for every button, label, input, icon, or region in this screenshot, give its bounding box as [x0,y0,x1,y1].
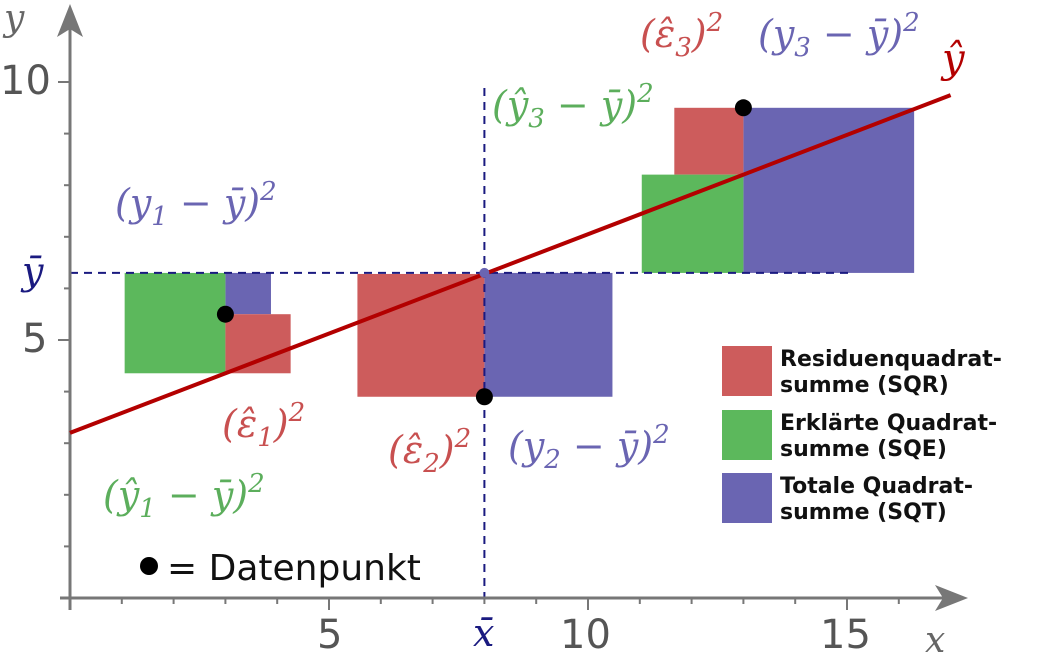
legend-label-3-line2: summe (SQT) [780,500,947,525]
formula-exp1: (ŷ1 − ȳ)2 [103,469,265,524]
total-square-3 [743,107,915,273]
total-square-2 [484,272,613,397]
x-tick-label-10: 10 [560,612,611,658]
x-tick-label-15: 15 [820,612,871,658]
formula-tot3: (y3 − ȳ)2 [758,8,920,63]
explained-square-3 [641,174,744,273]
legend-swatch-2 [722,410,772,460]
x-axis-label: x [925,620,945,660]
total-square-1 [225,272,271,315]
y-tick-label-5: 5 [22,316,47,362]
explained-square-1 [124,272,226,374]
residual-square-2 [357,273,485,397]
y-tick-label-10: 10 [0,58,51,104]
legend: Residuenquadrat-summe (SQR) Erklärte Quad… [722,346,1002,525]
formula-res1: (ε̂1)2 [222,398,305,453]
data-point-3 [734,99,752,117]
legend-label-1-line1: Residuenquadrat- [780,347,1002,372]
formula-tot2: (y2 − ȳ)2 [508,420,670,475]
x-tick-label-5: 5 [317,612,342,658]
data-points [216,99,752,406]
data-point-legend-dot [140,557,158,575]
x-axis-arrow [935,585,968,611]
regression-line [69,93,952,435]
data-point-1 [216,305,234,323]
data-point-2 [475,388,493,406]
axes [57,4,968,611]
residual-square-1 [225,314,291,374]
axis-ticks [58,81,900,610]
legend-label-1-line2: summe (SQR) [780,373,949,398]
formula-exp3: (ŷ3 − ȳ)2 [492,79,654,134]
formula-res3: (ε̂3)2 [640,8,723,63]
squares-group [124,107,915,397]
mean-point [479,267,490,278]
legend-label-2-line1: Erklärte Quadrat- [780,411,997,436]
y-axis-label: y [2,0,25,39]
formula-tot1: (y1 − ȳ)2 [115,177,277,232]
formula-labels: (ε̂1)2 (ε̂2)2 (ε̂3)2 (y1 − ȳ)2 (y2 − ȳ)2 (y3 … [103,8,920,524]
residual-square-3 [674,107,744,175]
regression-label: ŷ [940,36,966,82]
y-mean-label: ȳ [20,249,44,293]
legend-label-2-line2: summe (SQE) [780,437,947,462]
data-point-note: = Datenpunkt [167,548,421,589]
legend-swatch-1 [722,346,772,396]
y-axis-arrow [57,4,83,37]
x-mean-label: x̄ [473,611,494,655]
formula-res2: (ε̂2)2 [388,424,471,479]
legend-swatch-3 [722,473,772,523]
legend-label-3-line1: Totale Quadrat- [780,474,973,499]
